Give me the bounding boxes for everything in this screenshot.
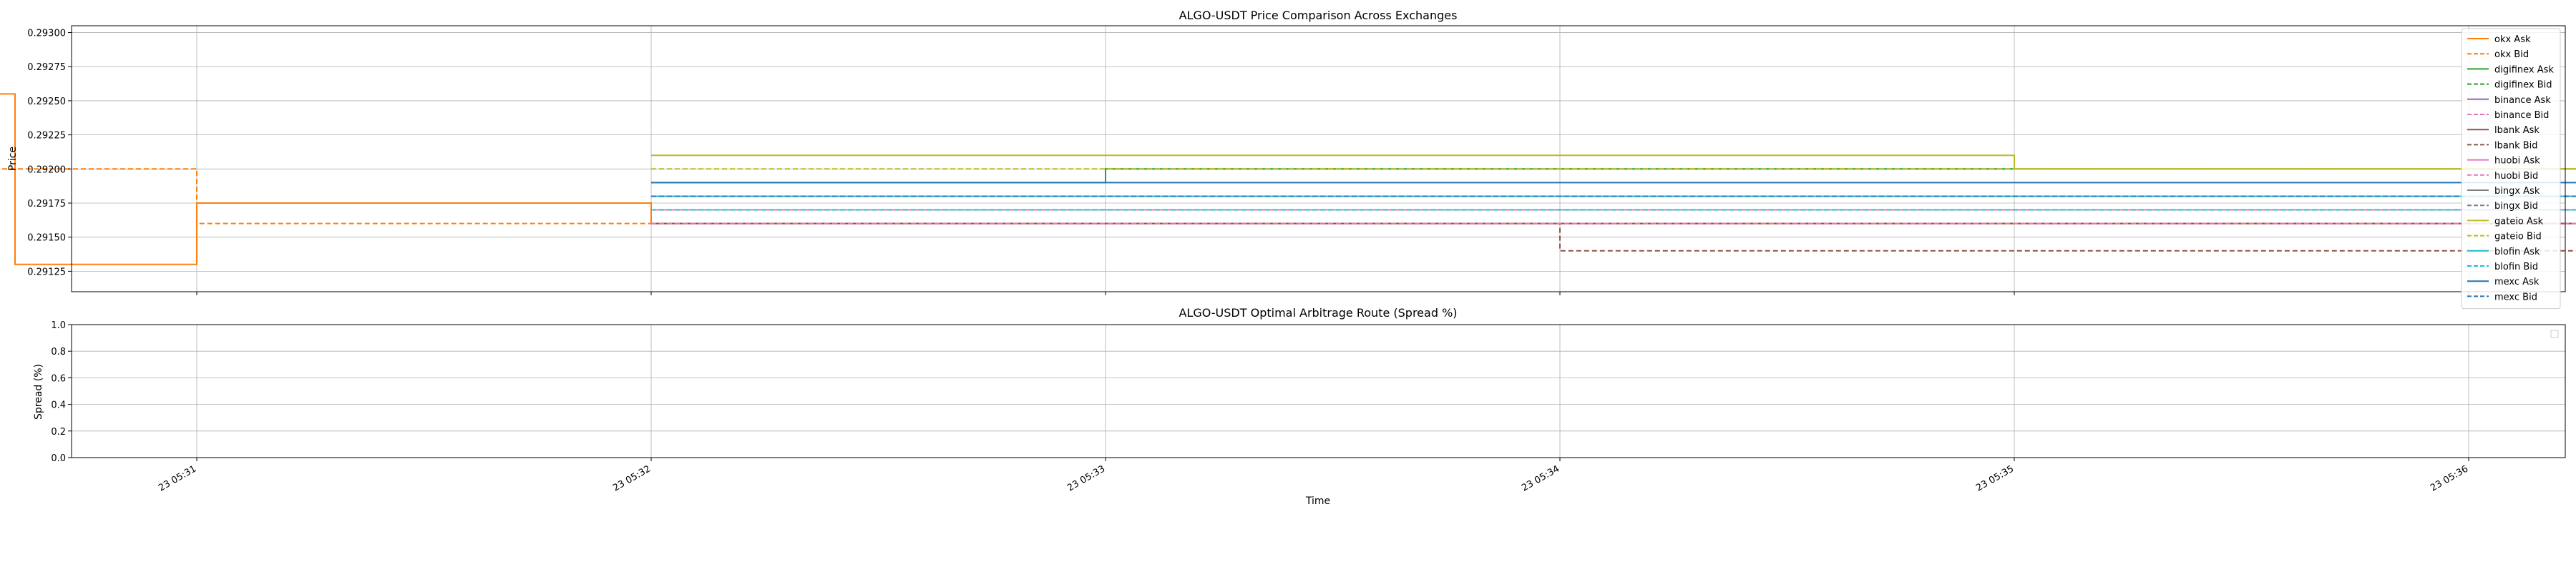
price-y-tick-label: 0.29150	[27, 233, 66, 244]
legend-label-huobi-bid: huobi Bid	[2494, 171, 2538, 182]
legend-label-lbank-ask: lbank Ask	[2494, 125, 2540, 136]
price-chart-y-label: Price	[7, 147, 19, 171]
spread-y-tick-label: 0.4	[51, 400, 66, 411]
spread-chart-x-label: Time	[1305, 495, 1330, 507]
spread-y-tick-label: 0.2	[51, 427, 66, 438]
price-y-tick-label: 0.29200	[27, 164, 66, 175]
price-chart-title: ALGO-USDT Price Comparison Across Exchan…	[1179, 9, 1458, 22]
price-chart-series	[0, 93, 2576, 265]
legend-label-bingx-bid: bingx Bid	[2494, 201, 2538, 212]
price-y-tick-label: 0.29175	[27, 199, 66, 209]
legend-label-binance-bid: binance Bid	[2494, 110, 2549, 121]
price-chart-frame	[71, 25, 2566, 292]
legend-label-bingx-ask: bingx Ask	[2494, 186, 2540, 197]
legend-label-okx-ask: okx Ask	[2494, 34, 2531, 45]
spread-chart-empty-legend	[2550, 330, 2559, 338]
price-comparison-chart: ALGO-USDT Price Comparison Across Exchan…	[0, 9, 2576, 310]
spread-chart-y-ticks: 0.0 0.2 0.4 0.6 0.8 1.0	[51, 320, 72, 464]
price-y-tick-label: 0.29300	[27, 29, 66, 39]
legend-label-mexc-ask: mexc Ask	[2494, 277, 2540, 287]
price-y-tick-label: 0.29225	[27, 131, 66, 142]
spread-y-tick-label: 1.0	[51, 320, 66, 331]
legend-label-lbank-bid: lbank Bid	[2494, 140, 2538, 151]
legend-label-mexc-bid: mexc Bid	[2494, 292, 2537, 302]
legend-label-digifinex-ask: digifinex Ask	[2494, 64, 2554, 75]
spread-chart-y-label: Spread (%)	[33, 364, 44, 420]
legend-label-blofin-bid: blofin Bid	[2494, 262, 2538, 272]
spread-y-tick-label: 0.0	[51, 453, 66, 464]
price-y-tick-label: 0.29275	[27, 62, 66, 73]
legend-label-binance-ask: binance Ask	[2494, 95, 2551, 106]
price-y-tick-label: 0.29250	[27, 97, 66, 107]
legend-label-huobi-ask: huobi Ask	[2494, 156, 2540, 167]
legend-label-digifinex-bid: digifinex Bid	[2494, 80, 2552, 91]
spread-chart-frame	[71, 324, 2566, 458]
legend-label-gateio-bid: gateio Bid	[2494, 232, 2542, 242]
price-chart-y-ticks: 0.29125 0.29150 0.29175 0.29200 0.29225 0.292…	[27, 29, 72, 277]
legend-label-blofin-ask: blofin Ask	[2494, 247, 2540, 257]
price-y-tick-label: 0.29125	[27, 267, 66, 277]
spread-chart-title: ALGO-USDT Optimal Arbitrage Route (Sprea…	[1179, 306, 1457, 320]
spread-y-tick-label: 0.6	[51, 373, 66, 384]
price-chart-legend: okx Ask okx Bid digifinex Ask digifinex Bid…	[2461, 28, 2561, 310]
legend-label-gateio-ask: gateio Ask	[2494, 216, 2544, 227]
spread-y-tick-label: 0.8	[51, 347, 66, 358]
legend-label-okx-bid: okx Bid	[2494, 49, 2529, 60]
series-line-okx-ask	[0, 93, 2576, 265]
